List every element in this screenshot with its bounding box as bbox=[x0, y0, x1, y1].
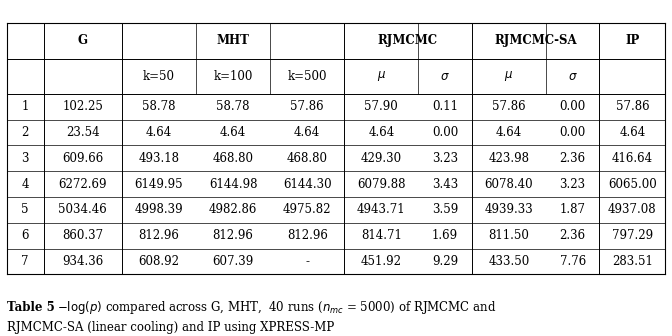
Text: 812.96: 812.96 bbox=[138, 229, 179, 242]
Text: 4.64: 4.64 bbox=[146, 126, 172, 139]
Text: 4.64: 4.64 bbox=[368, 126, 394, 139]
Text: IP: IP bbox=[625, 35, 640, 47]
Text: 9.29: 9.29 bbox=[432, 255, 458, 268]
Text: 4.64: 4.64 bbox=[496, 126, 522, 139]
Text: 814.71: 814.71 bbox=[361, 229, 402, 242]
Text: 57.90: 57.90 bbox=[364, 100, 398, 113]
Text: 1.87: 1.87 bbox=[560, 203, 586, 216]
Text: -: - bbox=[305, 255, 309, 268]
Text: MHT: MHT bbox=[216, 35, 249, 47]
Text: 812.96: 812.96 bbox=[212, 229, 253, 242]
Text: 429.30: 429.30 bbox=[361, 152, 402, 165]
Text: 4.64: 4.64 bbox=[220, 126, 246, 139]
Text: 416.64: 416.64 bbox=[612, 152, 653, 165]
Text: 5: 5 bbox=[22, 203, 29, 216]
Text: 6079.88: 6079.88 bbox=[357, 177, 405, 191]
Text: 0.00: 0.00 bbox=[560, 126, 586, 139]
Text: $\sigma$: $\sigma$ bbox=[440, 70, 450, 83]
Text: $\mu$: $\mu$ bbox=[504, 69, 513, 83]
Text: k=500: k=500 bbox=[288, 70, 327, 83]
Text: $-\log(p)$ compared across G, MHT,  40 runs ($n_{mc}$ = 5000) of RJMCMC and: $-\log(p)$ compared across G, MHT, 40 ru… bbox=[57, 299, 497, 317]
Text: 607.39: 607.39 bbox=[212, 255, 254, 268]
Text: 3.59: 3.59 bbox=[432, 203, 458, 216]
Text: 58.78: 58.78 bbox=[216, 100, 250, 113]
Text: 812.96: 812.96 bbox=[287, 229, 328, 242]
Text: 451.92: 451.92 bbox=[361, 255, 402, 268]
Text: 468.80: 468.80 bbox=[212, 152, 253, 165]
Text: 4998.39: 4998.39 bbox=[134, 203, 183, 216]
Text: 0.00: 0.00 bbox=[432, 126, 458, 139]
Text: 6144.30: 6144.30 bbox=[283, 177, 331, 191]
Text: 58.78: 58.78 bbox=[142, 100, 176, 113]
Text: 4982.86: 4982.86 bbox=[209, 203, 257, 216]
Text: 811.50: 811.50 bbox=[489, 229, 530, 242]
Text: 57.86: 57.86 bbox=[290, 100, 324, 113]
Text: 7.76: 7.76 bbox=[560, 255, 586, 268]
Text: Table 5: Table 5 bbox=[7, 301, 54, 314]
Text: 57.86: 57.86 bbox=[492, 100, 526, 113]
Text: 2: 2 bbox=[22, 126, 29, 139]
Text: 4.64: 4.64 bbox=[294, 126, 321, 139]
Text: 3: 3 bbox=[22, 152, 29, 165]
Text: 797.29: 797.29 bbox=[612, 229, 653, 242]
Text: 2.36: 2.36 bbox=[560, 229, 586, 242]
Text: 2.36: 2.36 bbox=[560, 152, 586, 165]
Text: 102.25: 102.25 bbox=[62, 100, 103, 113]
Text: RJMCMC-SA (linear cooling) and IP using XPRESS-MP: RJMCMC-SA (linear cooling) and IP using … bbox=[7, 322, 334, 334]
Text: 6272.69: 6272.69 bbox=[58, 177, 107, 191]
Text: 4937.08: 4937.08 bbox=[608, 203, 657, 216]
Text: 468.80: 468.80 bbox=[287, 152, 328, 165]
Text: 423.98: 423.98 bbox=[489, 152, 530, 165]
Text: 6: 6 bbox=[22, 229, 29, 242]
Text: 3.23: 3.23 bbox=[560, 177, 586, 191]
Text: 0.00: 0.00 bbox=[560, 100, 586, 113]
Text: 0.11: 0.11 bbox=[432, 100, 458, 113]
Text: 23.54: 23.54 bbox=[66, 126, 99, 139]
Text: 608.92: 608.92 bbox=[138, 255, 179, 268]
Text: 1: 1 bbox=[22, 100, 29, 113]
Text: 4: 4 bbox=[22, 177, 29, 191]
Text: 57.86: 57.86 bbox=[616, 100, 649, 113]
Text: k=100: k=100 bbox=[214, 70, 253, 83]
Text: G: G bbox=[78, 35, 88, 47]
Text: RJMCMC: RJMCMC bbox=[378, 35, 438, 47]
Text: 6078.40: 6078.40 bbox=[485, 177, 533, 191]
Text: 5034.46: 5034.46 bbox=[58, 203, 108, 216]
Text: $\sigma$: $\sigma$ bbox=[568, 70, 577, 83]
Text: 433.50: 433.50 bbox=[489, 255, 530, 268]
Text: 3.43: 3.43 bbox=[432, 177, 458, 191]
Text: 7: 7 bbox=[22, 255, 29, 268]
Text: 283.51: 283.51 bbox=[612, 255, 653, 268]
Text: 4943.71: 4943.71 bbox=[357, 203, 406, 216]
Text: 609.66: 609.66 bbox=[62, 152, 103, 165]
Text: 860.37: 860.37 bbox=[62, 229, 103, 242]
Text: RJMCMC-SA: RJMCMC-SA bbox=[495, 35, 577, 47]
Text: 4939.33: 4939.33 bbox=[485, 203, 534, 216]
Text: 4975.82: 4975.82 bbox=[283, 203, 331, 216]
Text: 3.23: 3.23 bbox=[432, 152, 458, 165]
Text: 6144.98: 6144.98 bbox=[209, 177, 257, 191]
Text: 6149.95: 6149.95 bbox=[134, 177, 183, 191]
Text: 4.64: 4.64 bbox=[619, 126, 646, 139]
Text: k=50: k=50 bbox=[143, 70, 175, 83]
Text: 934.36: 934.36 bbox=[62, 255, 103, 268]
Text: 493.18: 493.18 bbox=[138, 152, 179, 165]
Text: 6065.00: 6065.00 bbox=[608, 177, 657, 191]
Text: $\mu$: $\mu$ bbox=[377, 69, 386, 83]
Text: 1.69: 1.69 bbox=[432, 229, 458, 242]
